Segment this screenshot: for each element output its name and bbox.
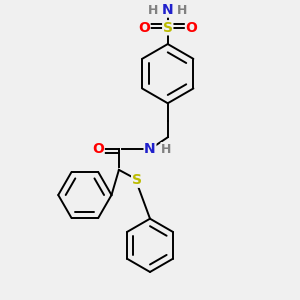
Text: H: H (148, 4, 158, 16)
Text: N: N (144, 142, 156, 156)
Text: O: O (92, 142, 104, 156)
Text: S: S (163, 21, 173, 35)
Text: H: H (177, 4, 188, 16)
Text: S: S (132, 173, 142, 187)
Text: O: O (138, 21, 150, 35)
Text: O: O (185, 21, 197, 35)
Text: N: N (162, 3, 174, 17)
Text: H: H (161, 142, 172, 156)
